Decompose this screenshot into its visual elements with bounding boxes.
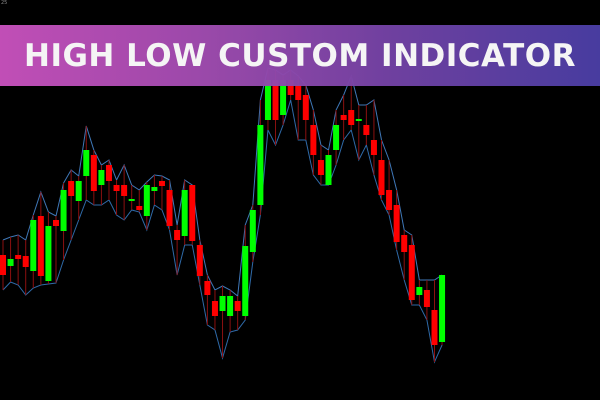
bear-candle [401,235,408,252]
bear-candle [68,181,75,196]
bear-candle [408,245,415,300]
bear-candle [317,160,324,175]
bull-candle [75,181,82,201]
bear-candle [302,95,309,120]
bear-candle [431,310,438,345]
bear-candle [211,301,218,316]
bull-candle [280,80,287,115]
bull-candle [416,287,423,295]
bear-candle [113,185,120,191]
bull-candle [181,190,188,236]
bull-candle [143,185,150,216]
bear-candle [0,255,6,275]
bear-candle [90,155,97,191]
bear-candle [370,140,377,155]
bear-candle [287,80,294,95]
bear-candle [234,301,241,311]
bear-candle [37,216,44,276]
bear-candle [340,115,347,120]
bear-candle [166,190,173,226]
bear-candle [272,80,279,120]
bull-candle [355,119,362,121]
bear-candle [423,290,430,307]
bear-candle [393,205,400,242]
bear-candle [348,110,355,125]
bear-candle [121,185,128,196]
bull-candle [151,187,158,191]
bear-candle [136,206,143,210]
bear-candle [158,181,165,186]
bull-candle [227,296,234,316]
bull-candle [60,190,67,231]
title-banner: HIGH LOW CUSTOM INDICATOR [0,25,600,86]
bull-candle [83,150,90,176]
bull-candle [98,170,105,185]
bear-candle [22,256,29,267]
bear-candle [386,190,393,210]
corner-label: 25 [1,0,8,6]
bear-candle [196,245,203,276]
bull-candle [257,125,264,205]
bear-candle [189,185,196,241]
bear-candle [105,165,112,181]
bull-candle [249,210,256,252]
bear-candle [363,125,370,135]
banner-title: HIGH LOW CUSTOM INDICATOR [24,37,576,74]
bear-candle [174,230,181,240]
bull-candle [128,199,135,201]
bear-candle [204,281,211,295]
bear-candle [15,255,22,259]
bull-candle [45,226,52,281]
bull-candle [30,220,37,271]
bull-candle [7,259,14,266]
bear-candle [310,125,317,155]
bear-candle [52,220,59,226]
bull-candle [219,296,226,311]
bull-candle [242,246,249,316]
bull-candle [264,80,271,120]
bear-candle [295,85,302,100]
bull-candle [325,155,332,185]
bull-candle [439,275,446,342]
bull-candle [333,125,340,150]
bear-candle [378,160,385,195]
